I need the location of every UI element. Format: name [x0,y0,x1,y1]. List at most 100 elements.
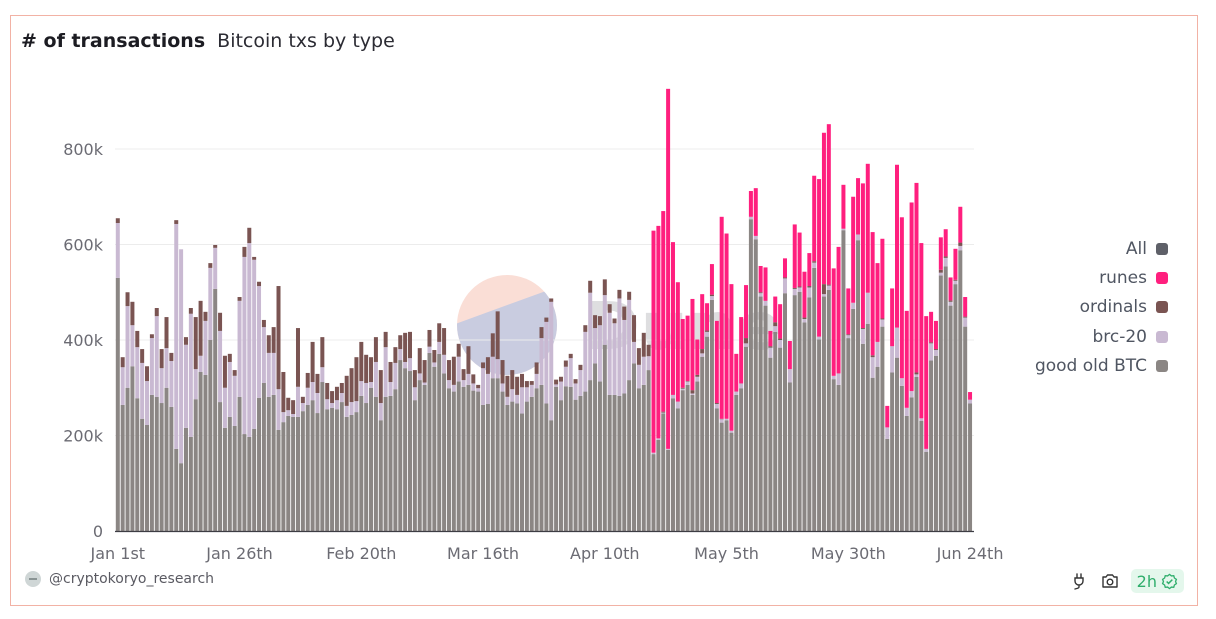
bar-brc-20 [520,387,525,414]
bar-ordinals [427,329,432,347]
legend-item-ordinals[interactable]: ordinals [1035,293,1168,322]
bar-runes [709,264,714,295]
bar-brc-20 [203,320,208,375]
bar-ordinals [549,298,554,302]
bar-brc-20 [846,335,851,339]
bar-good-old-btc [666,449,671,531]
bar-good-old-btc [753,239,758,531]
bar-good-old-btc [617,395,622,531]
bar-runes [909,202,914,392]
bar-good-old-btc [408,371,412,531]
bar-brc-20 [359,381,364,396]
legend-item-runes[interactable]: runes [1035,263,1168,292]
bar-ordinals [485,357,490,374]
bar-ordinals [247,227,252,244]
bar-good-old-btc [193,399,198,531]
bar-brc-20 [325,399,330,410]
bar-ordinals [515,376,520,395]
bar-brc-20 [690,393,695,395]
bar-runes [700,294,705,350]
bar-good-old-btc [549,420,554,531]
bar-good-old-btc [145,425,150,531]
bar-good-old-btc [471,390,476,531]
bar-brc-20 [534,373,539,389]
legend-item-all[interactable]: All [1035,234,1168,263]
bar-good-old-btc [300,411,305,531]
bar-brc-20 [602,295,607,345]
bar-ordinals [242,246,247,257]
bar-ordinals [271,327,276,353]
bar-good-old-btc [183,427,188,531]
bar-good-old-btc [904,415,909,531]
bar-good-old-btc [680,390,685,531]
bar-brc-20 [724,418,729,421]
bar-brc-20 [914,374,919,377]
bar-good-old-btc [758,296,763,531]
bar-ordinals [257,281,262,287]
bar-brc-20 [841,228,846,231]
bar-ordinals [544,317,549,322]
legend-item-good-old-btc[interactable]: good old BTC [1035,351,1168,380]
bar-ordinals [929,342,934,344]
bar-brc-20 [188,313,193,437]
bar-brc-20 [130,325,135,367]
bar-brc-20 [709,296,714,300]
bar-runes [880,238,885,319]
bar-brc-20 [778,340,783,348]
bar-ordinals [709,294,714,297]
bar-good-old-btc [203,374,208,531]
bar-good-old-btc [797,291,802,531]
bar-ordinals [295,328,300,387]
plug-icon[interactable] [1068,570,1090,592]
bar-good-old-btc [641,384,646,531]
bar-ordinals [339,382,344,394]
author-link[interactable]: @cryptokoryo_research [25,571,214,587]
bar-ordinals [237,297,242,301]
bar-runes [958,206,963,243]
bar-brc-20 [933,350,938,356]
bar-good-old-btc [466,384,471,531]
bar-good-old-btc [714,408,719,531]
bar-runes [963,297,968,317]
bar-brc-20 [885,427,890,439]
bar-ordinals [115,218,120,224]
bar-ordinals [437,323,442,342]
bar-runes [666,88,671,449]
bar-ordinals [563,360,568,367]
bar-ordinals [490,333,495,357]
bar-good-old-btc [242,434,247,531]
refresh-badge[interactable]: 2h [1130,569,1184,593]
bar-ordinals [943,256,948,258]
bar-brc-20 [164,348,169,388]
bar-brc-20 [680,388,685,391]
bar-brc-20 [393,362,398,390]
bar-brc-20 [593,328,598,364]
bar-ordinals [398,335,403,350]
bar-brc-20 [943,257,948,267]
bar-ordinals [958,242,963,246]
legend-item-brc20[interactable]: brc-20 [1035,322,1168,351]
bar-ordinals [159,349,164,369]
bar-brc-20 [320,367,325,383]
refresh-age: 2h [1136,571,1157,591]
bar-brc-20 [349,402,354,415]
bar-brc-20 [446,380,451,389]
bar-good-old-btc [417,380,422,531]
bar-brc-20 [330,403,335,408]
bar-brc-20 [222,387,227,428]
bar-brc-20 [232,375,237,426]
bar-good-old-btc [310,400,315,531]
bar-good-old-btc [895,357,899,531]
bar-ordinals [661,411,666,413]
bar-good-old-btc [422,384,427,531]
bar-brc-20 [627,299,632,381]
bar-good-old-btc [227,416,232,531]
bar-brc-20 [812,262,817,268]
x-tick-label: Jan 26th [205,544,273,563]
bar-good-old-btc [554,386,559,531]
bar-ordinals [403,332,408,362]
bar-good-old-btc [315,413,320,531]
bar-runes [851,196,856,303]
camera-icon[interactable] [1099,570,1121,592]
